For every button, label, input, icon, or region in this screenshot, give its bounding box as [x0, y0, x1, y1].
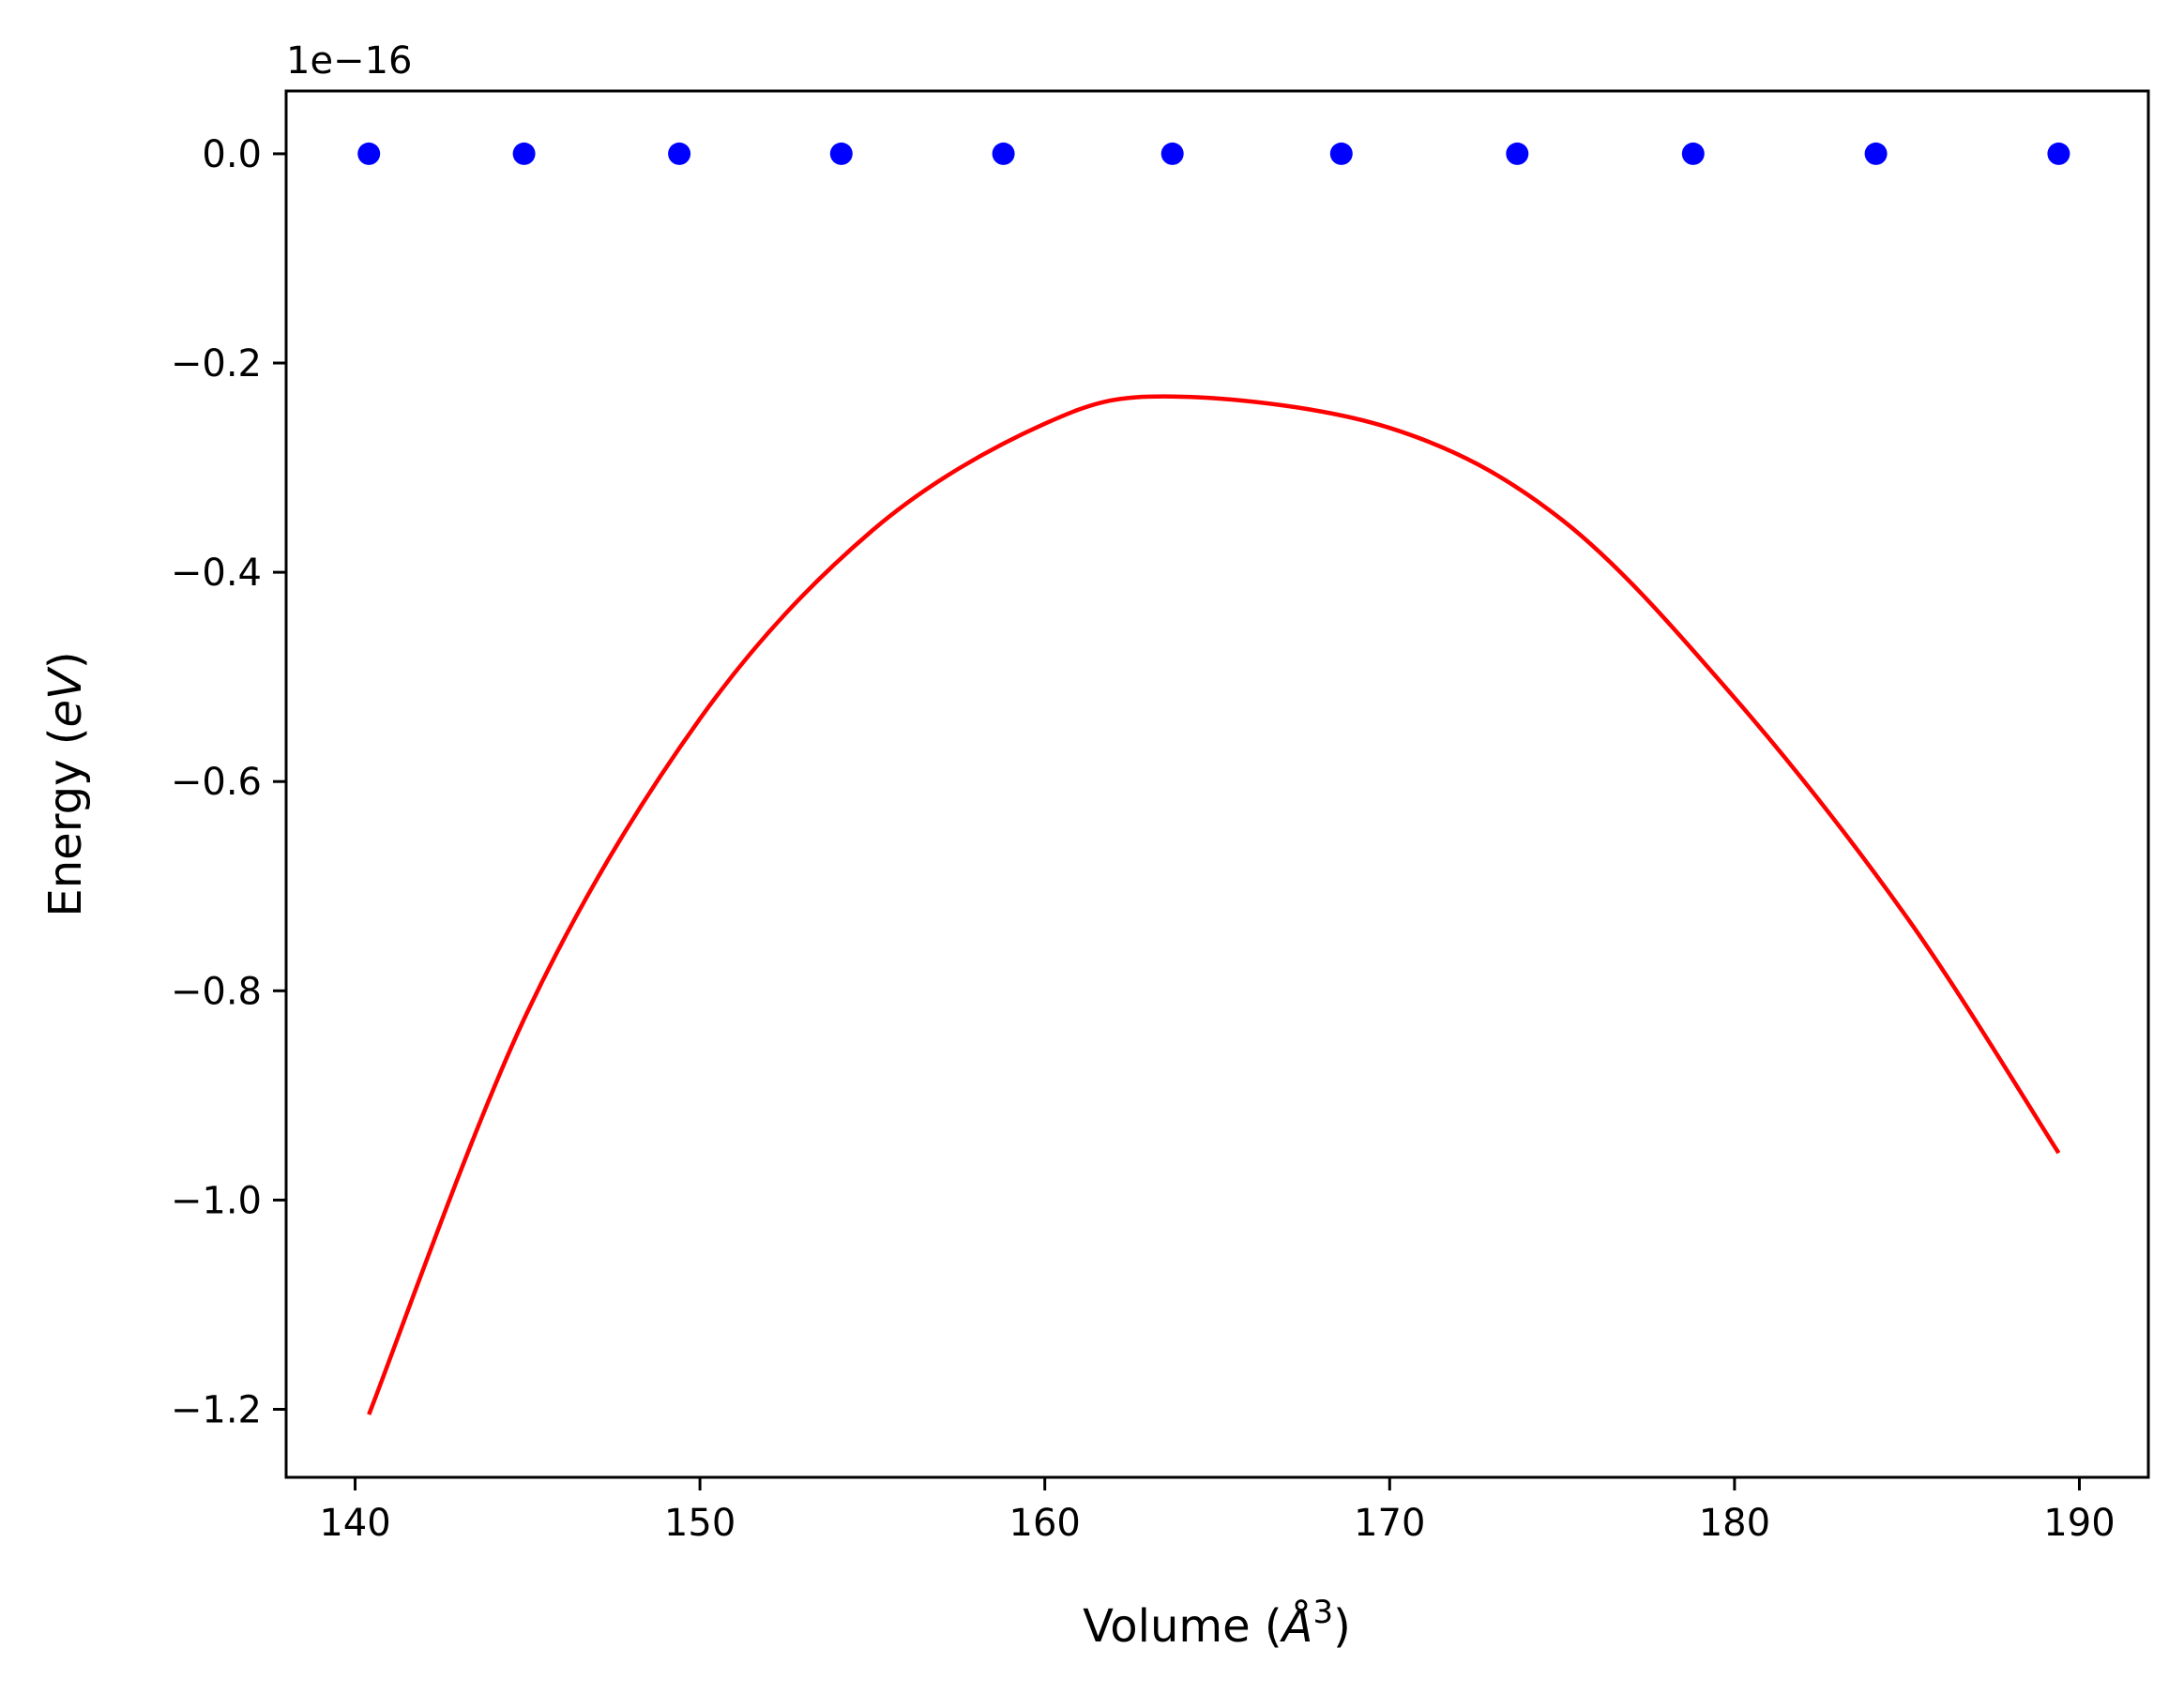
data-point — [1864, 142, 1888, 165]
x-tick-label: 190 — [2043, 1502, 2115, 1545]
y-tick-label: −0.8 — [171, 970, 262, 1013]
data-point — [1506, 142, 1529, 165]
data-point — [992, 142, 1015, 165]
x-tick-label: 180 — [1699, 1502, 1770, 1545]
data-point — [357, 142, 381, 165]
y-tick-label: −1.0 — [171, 1179, 262, 1222]
y-axis-label: Energy (eV) — [39, 651, 92, 916]
axes-frame — [284, 89, 2150, 1479]
x-axis: 140 150 160 170 180 190 — [319, 1477, 2116, 1545]
data-point — [1160, 142, 1184, 165]
x-axis-label: Volume (Å3) — [1083, 1594, 1351, 1653]
fit-curve-line — [367, 394, 2061, 1415]
y-tick-label: −0.2 — [171, 342, 262, 386]
data-point — [1681, 142, 1705, 165]
x-tick-label: 150 — [664, 1502, 736, 1545]
x-tick-label: 170 — [1354, 1502, 1425, 1545]
data-point — [668, 142, 691, 165]
y-tick-label: −0.4 — [171, 552, 262, 595]
x-tick-label: 140 — [319, 1502, 390, 1545]
y-tick-label: −1.2 — [171, 1388, 262, 1431]
y-axis: 0.0 −0.2 −0.4 −0.6 −0.8 −1.0 −1.2 — [171, 133, 286, 1431]
data-point — [512, 142, 536, 165]
data-point — [829, 142, 853, 165]
x-tick-label: 160 — [1009, 1502, 1081, 1545]
data-point — [2047, 142, 2070, 165]
series-layer — [357, 142, 2070, 1415]
data-point — [1329, 142, 1353, 165]
y-tick-label: 0.0 — [202, 133, 262, 176]
offset-label: 1e−16 — [286, 39, 412, 83]
y-tick-label: −0.6 — [171, 761, 262, 804]
